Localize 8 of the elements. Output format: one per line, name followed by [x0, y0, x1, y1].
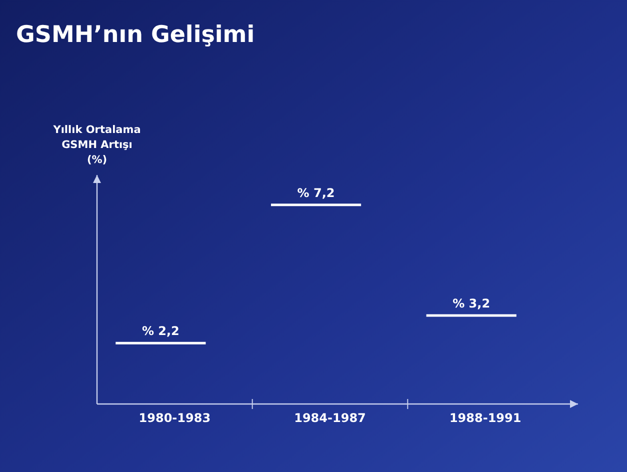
text: Yıllık Ortalama GSMH Artışı (%): [52, 124, 141, 166]
text: GSMH’nın Gelişimi: [16, 22, 255, 48]
data-label: % 3,2: [452, 296, 490, 310]
category-label: 1980-1983: [138, 411, 211, 425]
category-label: 1984-1987: [294, 411, 366, 425]
data-label: % 2,2: [142, 324, 180, 338]
data-label: % 7,2: [297, 186, 335, 200]
category-label: 1988-1991: [449, 411, 522, 425]
